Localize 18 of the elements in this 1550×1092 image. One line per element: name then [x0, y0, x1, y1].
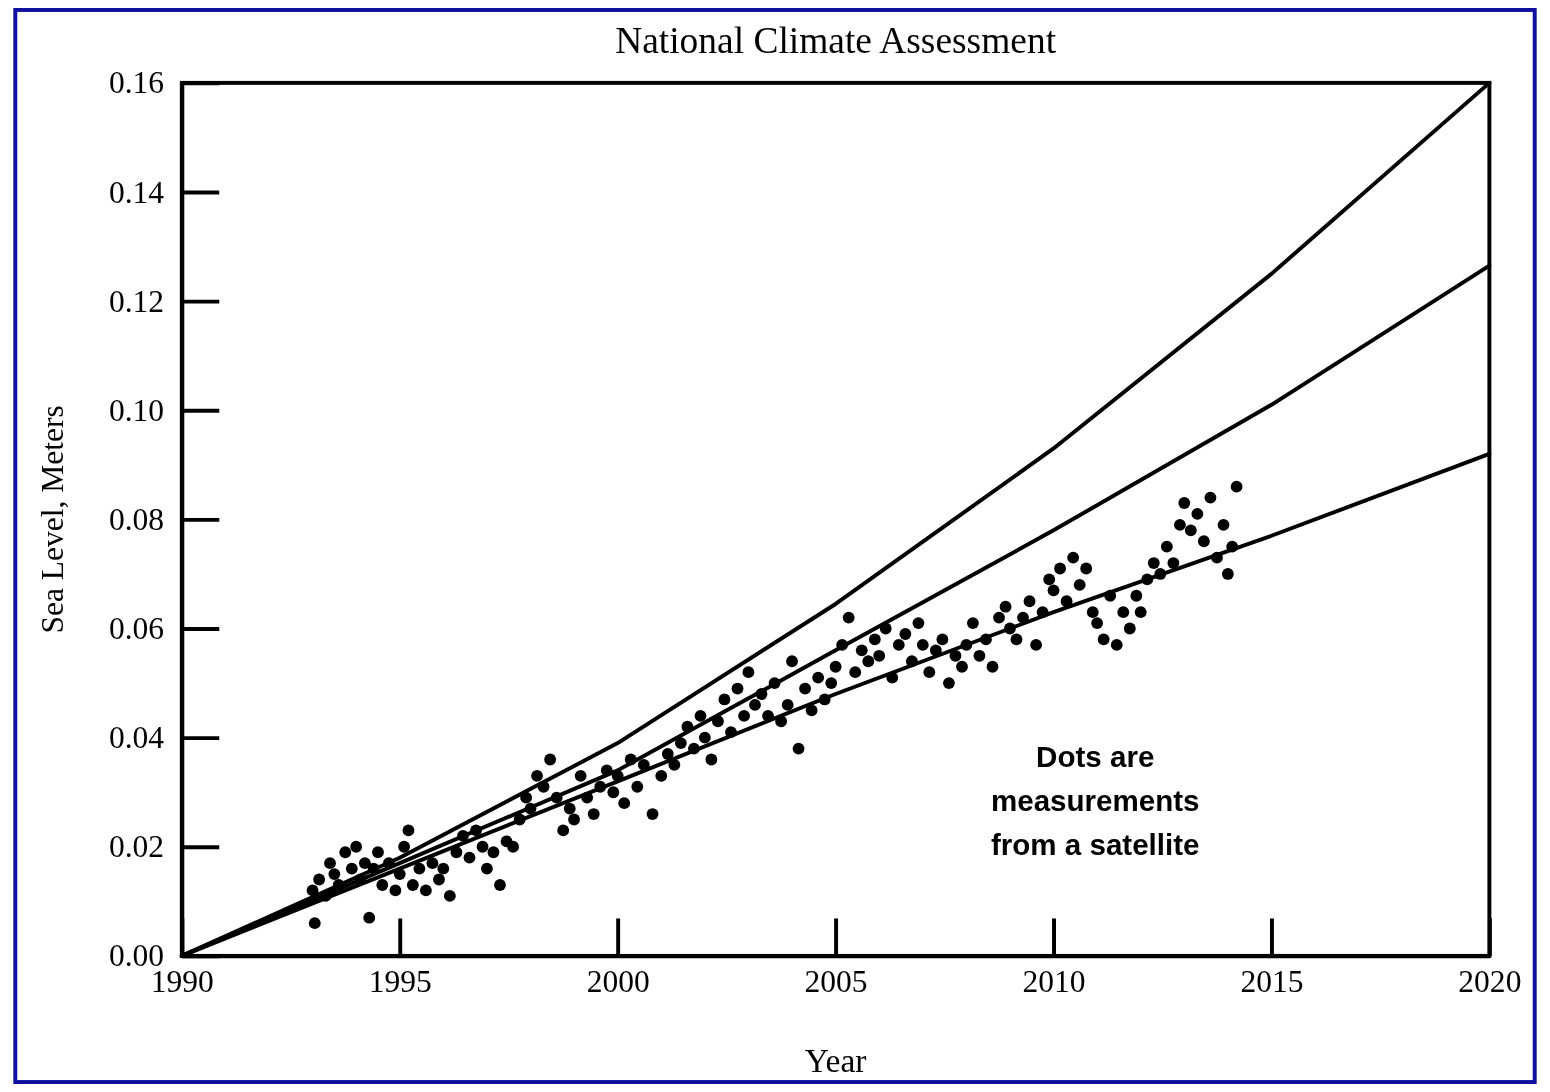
x-tick-label: 2010 [1022, 964, 1086, 1000]
y-tick-label: 0.12 [108, 283, 165, 319]
x-tick-label: 2020 [1458, 964, 1522, 1000]
x-axis-title: Year [804, 1042, 867, 1080]
y-tick-label: 0.16 [108, 65, 165, 101]
annotation: Dots are measurements from a satellite [990, 739, 1200, 862]
y-tick-label: 0.02 [108, 829, 165, 865]
y-axis-title: Sea Level, Meters [34, 405, 70, 634]
x-tick-label: 2000 [586, 964, 650, 1000]
chart-title: National Climate Assessment [615, 20, 1057, 62]
y-tick-label: 0.14 [108, 174, 165, 210]
y-tick-label: 0.06 [108, 611, 165, 647]
y-tick-label: 0.08 [108, 501, 165, 537]
y-tick-label: 0.04 [108, 720, 165, 756]
x-tick-label: 2015 [1240, 964, 1304, 1000]
x-tick-label: 1995 [368, 964, 432, 1000]
y-tick-label: 0.10 [108, 392, 165, 428]
x-tick-label: 2005 [804, 964, 868, 1000]
